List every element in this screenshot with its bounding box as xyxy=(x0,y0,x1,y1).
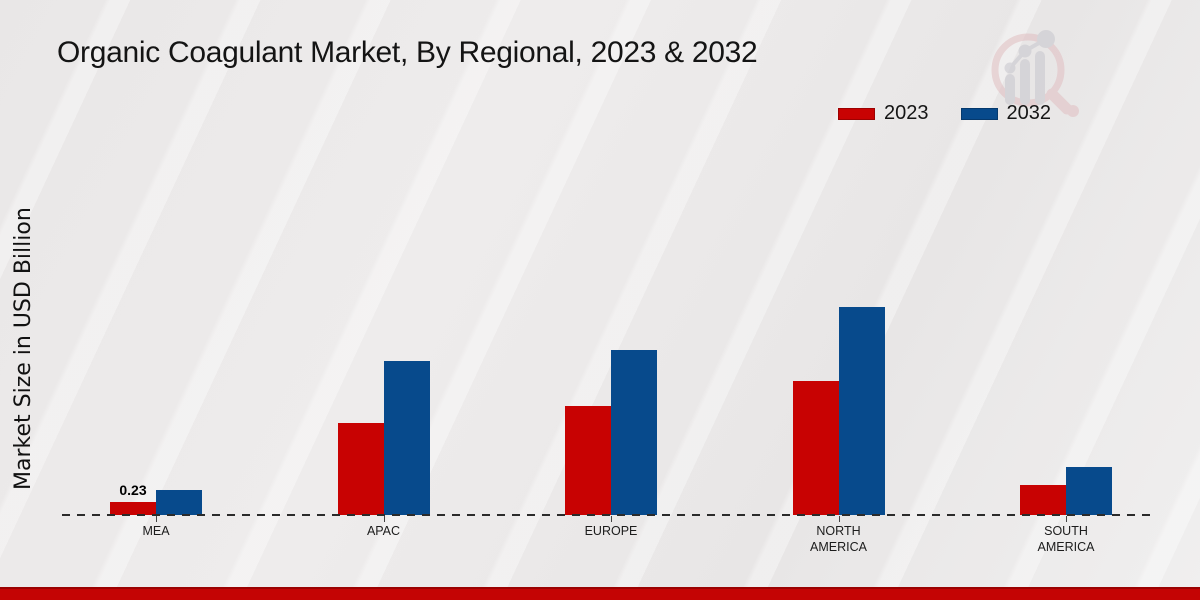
x-axis-label-north-america: NORTH AMERICA xyxy=(810,524,867,554)
bar-value-label-mea-2023: 0.23 xyxy=(119,482,147,499)
x-axis-baseline xyxy=(62,514,1157,516)
x-axis-label-apac: APAC xyxy=(366,524,401,538)
bar-2023-south-america[interactable] xyxy=(1020,485,1066,515)
legend-swatch-2023-icon xyxy=(838,107,875,120)
legend-label-2032: 2032 xyxy=(1006,102,1052,124)
bar-2032-south-america[interactable] xyxy=(1066,467,1112,515)
x-axis-tick-south-america xyxy=(1066,516,1067,522)
bar-2023-apac[interactable] xyxy=(337,422,384,515)
legend-swatch-2032-icon xyxy=(960,107,998,120)
bar-2032-europe[interactable] xyxy=(611,350,657,515)
magnifier-growth-chart-logo-icon xyxy=(991,30,1079,117)
legend-item-2032[interactable]: 2032 xyxy=(960,102,1052,125)
footer-accent-bar xyxy=(0,587,1200,600)
legend-label-2023: 2023 xyxy=(884,102,929,124)
x-axis-tick-mea xyxy=(156,516,157,522)
bar-2023-mea[interactable] xyxy=(110,502,156,515)
y-axis-title: Market Size in USD Billion xyxy=(11,207,36,490)
bar-2032-apac[interactable] xyxy=(383,360,430,515)
x-axis-label-south-america: SOUTH AMERICA xyxy=(1037,524,1095,554)
x-axis-label-mea: MEA xyxy=(142,524,170,538)
bar-2023-north-america[interactable] xyxy=(792,380,839,515)
legend-item-2023[interactable]: 2023 xyxy=(838,102,929,125)
bar-2032-north-america[interactable] xyxy=(838,307,885,515)
x-axis-tick-north-america xyxy=(838,516,840,522)
bar-2032-mea[interactable] xyxy=(156,490,202,515)
chart-title: Organic Coagulant Market, By Regional, 2… xyxy=(57,36,758,69)
legend: 2023 2032 xyxy=(838,102,1051,125)
x-axis-tick-europe xyxy=(611,516,612,522)
x-axis-label-europe: EUROPE xyxy=(584,524,638,538)
bar-2023-europe[interactable] xyxy=(565,406,611,515)
x-axis-tick-apac xyxy=(383,516,385,522)
